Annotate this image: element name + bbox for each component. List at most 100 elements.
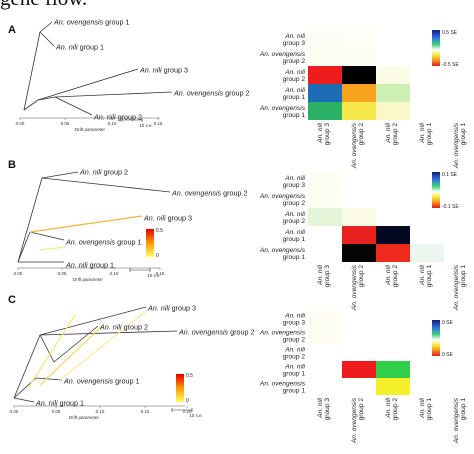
- tree-leaf-label-group: group 2: [223, 189, 247, 198]
- tree-leaf-label: An. ovengensis group 2: [178, 328, 255, 337]
- tree-branch: [54, 96, 93, 116]
- se-color-scale: [432, 320, 440, 356]
- tree-leaf-label-species: An. nili: [93, 113, 118, 122]
- heatmap-cell: [308, 208, 342, 226]
- tree-leaf-label-group: group 1: [105, 18, 129, 27]
- heatmap-row-label: An. ovengensis group 2: [259, 51, 306, 65]
- heatmap-column-label: An. niligroup 1: [419, 397, 433, 420]
- tree-leaf-label: An. nili group 3: [139, 66, 188, 75]
- heatmap-column-label: An. niligroup 2: [385, 264, 399, 287]
- heatmap-column-label: An. niligroup 3: [317, 397, 331, 420]
- heatmap-column-group: group 1: [460, 123, 467, 146]
- tree-leaf-label: An. nili group 2: [99, 323, 148, 332]
- tree-leaf-label-group: group 3: [168, 214, 192, 223]
- heatmap-row-species: An. nili: [284, 175, 305, 182]
- heatmap-row-species: An. nili: [284, 347, 305, 354]
- tree-branch: [17, 177, 43, 263]
- tree-leaf-label: An. nili group 3: [147, 304, 196, 313]
- heatmap-row-label: An. ovengensis group 1: [259, 105, 306, 119]
- tree-branch: [17, 231, 31, 263]
- x-axis-title: Drift parameter: [69, 415, 100, 420]
- x-tick-label: 0.20: [183, 409, 192, 414]
- heatmap-column-species: An. nili: [419, 397, 426, 418]
- x-tick-label: 0.05: [61, 121, 70, 126]
- header-fragment: gene flow.: [0, 0, 160, 12]
- migration-legend-min: 0: [156, 253, 159, 259]
- heatmap-row-group: group 3: [283, 40, 306, 47]
- heatmap-row-species: An. nili: [284, 87, 305, 94]
- tree-leaf-label-species: An. ovengensis: [65, 238, 117, 247]
- heatmap-cell: [410, 244, 444, 262]
- heatmap-row-species: An. nili: [284, 313, 305, 320]
- tree-leaf-label-species: An. ovengensis: [173, 89, 225, 98]
- se-scale-max: 0.1 SE: [442, 172, 458, 178]
- tree-leaf-label: An. nili group 1: [65, 261, 114, 270]
- heatmap-row-species: An. nili: [284, 69, 305, 76]
- heatmap-column-group: group 1: [426, 398, 433, 421]
- heatmap-column-species: An. ovengensis: [453, 122, 460, 169]
- panel-letter-c: C: [8, 294, 16, 306]
- tree-leaf-label-species: An. ovengensis: [53, 18, 105, 27]
- heatmap-column-label: An. niligroup 3: [317, 122, 331, 145]
- tree-leaf-label-group: group 1: [117, 238, 141, 247]
- tree-leaf-label-group: group 2: [118, 113, 142, 122]
- tree-leaf-label-group: group 3: [172, 304, 196, 313]
- x-tick-label: 0.00: [14, 271, 23, 276]
- heatmap-column-label: An. ovengensisgroup 2: [351, 122, 365, 169]
- heatmap-row-species: An. ovengensis: [259, 105, 306, 112]
- heatmap-column-label: An. ovengensisgroup 2: [351, 397, 365, 444]
- migration-edge: [39, 325, 103, 386]
- tree-leaf-label: An. ovengensis group 2: [171, 189, 248, 198]
- heatmap-cell: [342, 244, 376, 262]
- heatmap-column-species: An. nili: [317, 397, 324, 418]
- heatmap-row-label: An. nili group 3: [283, 313, 306, 327]
- tree-branch: [23, 99, 39, 111]
- scale-bar-label: 10 s.e.: [189, 413, 203, 418]
- heatmap-column-label: An. niligroup 1: [419, 264, 433, 287]
- x-tick-label: 0.15: [156, 271, 165, 276]
- tree-leaf-label-group: group 1: [60, 399, 84, 408]
- heatmap-row-species: An. ovengensis: [259, 247, 306, 254]
- x-axis-title: Drift parameter: [75, 127, 106, 132]
- migration-legend-max: 0.5: [186, 373, 193, 379]
- x-tick-label: 0.10: [96, 409, 105, 414]
- tree-leaf-label-group: group 1: [115, 377, 139, 386]
- heatmap-cell: [376, 361, 410, 378]
- tree-branch: [39, 334, 55, 363]
- migration-edge: [29, 215, 143, 233]
- heatmap-cell: [342, 84, 376, 102]
- panel-letter-b: B: [8, 159, 16, 171]
- heatmap-cell: [376, 84, 410, 102]
- tree-branch: [53, 325, 99, 363]
- heatmap-row-label: An. ovengensis group 1: [259, 247, 306, 261]
- heatmap-cell: [342, 30, 376, 48]
- heatmap-row-label: An. ovengensis group 2: [259, 193, 306, 207]
- tree-leaf-label: An. nili group 2: [79, 168, 128, 177]
- heatmap-column-label: An. ovengensisgroup 2: [351, 264, 365, 311]
- se-scale-max: 0.5 SE: [442, 30, 458, 36]
- heatmap-column-species: An. ovengensis: [351, 264, 358, 311]
- panel-letter-a: A: [8, 24, 16, 36]
- heatmap-row-label: An. nili group 1: [283, 364, 306, 378]
- heatmap-cell: [342, 208, 376, 226]
- heatmap-row-label: An. nili group 1: [283, 229, 306, 243]
- heatmap-column-label: An. ovengensisgroup 1: [453, 264, 467, 311]
- tree-leaf-label: An. nili group 3: [143, 214, 192, 223]
- tree-branch: [35, 377, 63, 381]
- se-color-scale: [432, 30, 440, 66]
- heatmap-column-group: group 2: [358, 265, 365, 288]
- tree-leaf-label: An. ovengensis group 1: [63, 377, 140, 386]
- heatmap-row-label: An. ovengensis group 1: [259, 381, 306, 395]
- heatmap-row-group: group 1: [283, 236, 306, 243]
- heatmap-column-group: group 1: [426, 123, 433, 146]
- tree-leaf-label: An. nili group 2: [93, 113, 142, 122]
- heatmap-row-group: group 2: [283, 200, 306, 207]
- heatmap-row-group: group 2: [283, 58, 306, 65]
- tree-leaf-label-species: An. nili: [65, 261, 90, 270]
- heatmap-cell: [308, 172, 342, 190]
